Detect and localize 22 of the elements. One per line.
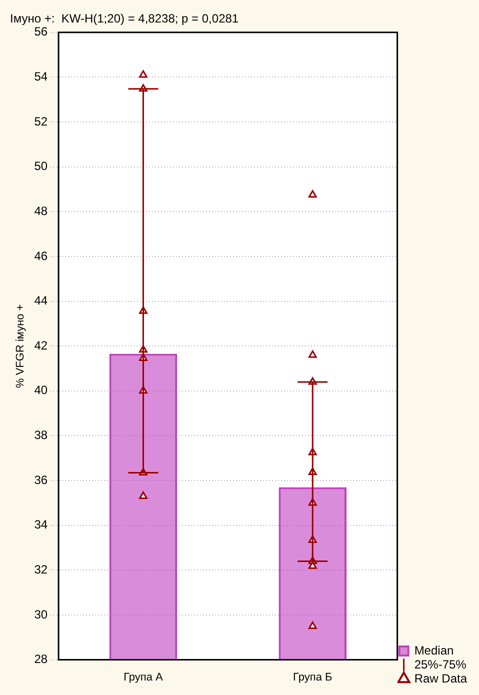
y-tick-label: 40	[34, 383, 48, 398]
y-tick-label: 38	[34, 428, 48, 442]
chart-title: Імуно +: KW-H(1;20) = 4,8238; p = 0,0281	[10, 12, 239, 26]
y-tick-label: 50	[34, 159, 48, 174]
y-tick-label: 52	[34, 114, 48, 128]
y-tick-label: 28	[34, 652, 48, 666]
y-tick-label: 42	[34, 338, 48, 352]
y-tick-label: 36	[34, 472, 48, 487]
y-tick-label: 34	[34, 518, 48, 532]
text: 25%-75%	[414, 657, 467, 672]
y-tick-label: 56	[34, 24, 48, 39]
x-tick-label: Група А	[124, 671, 164, 684]
x-tick-label: Група Б	[293, 671, 332, 684]
y-tick-label: 48	[34, 204, 48, 218]
y-tick-label: 54	[34, 70, 48, 84]
legend-label: Median	[414, 643, 454, 658]
y-axis-title: % VFGR імуно +	[14, 304, 27, 388]
y-tick-label: 32	[34, 562, 48, 576]
y-tick-label: 30	[34, 607, 48, 622]
y-tick-label: 44	[34, 294, 48, 308]
legend-label: Raw Data	[414, 671, 468, 686]
y-tick-label: 46	[34, 248, 48, 263]
